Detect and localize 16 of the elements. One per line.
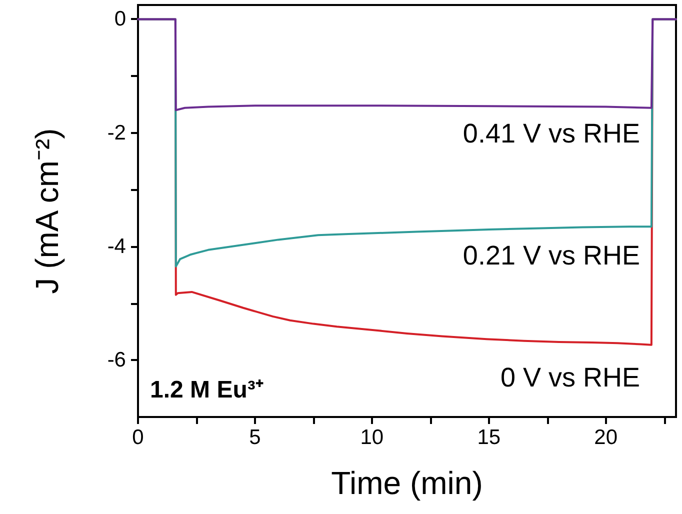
x-axis-title: Time (min) xyxy=(331,465,483,501)
x-tick-label: 5 xyxy=(249,426,261,449)
annotation: 0.41 V vs RHE xyxy=(462,118,640,148)
x-tick-label: 0 xyxy=(132,426,144,449)
annotation: 1.2 M Eu³⁺ xyxy=(150,376,264,404)
y-axis-title: J (mA cm⁻²) xyxy=(29,128,65,294)
x-tick-label: 20 xyxy=(594,426,618,449)
y-tick-label: -6 xyxy=(107,348,126,372)
annotation: 0.21 V vs RHE xyxy=(462,240,640,270)
y-tick-label: 0 xyxy=(114,8,126,31)
x-tick-label: 15 xyxy=(477,426,501,449)
line-series xyxy=(137,18,677,112)
y-tick-label: -4 xyxy=(107,235,126,258)
x-tick-label: 10 xyxy=(360,426,384,449)
y-tick-label: -2 xyxy=(107,121,126,144)
annotation: 0 V vs RHE xyxy=(500,362,640,392)
